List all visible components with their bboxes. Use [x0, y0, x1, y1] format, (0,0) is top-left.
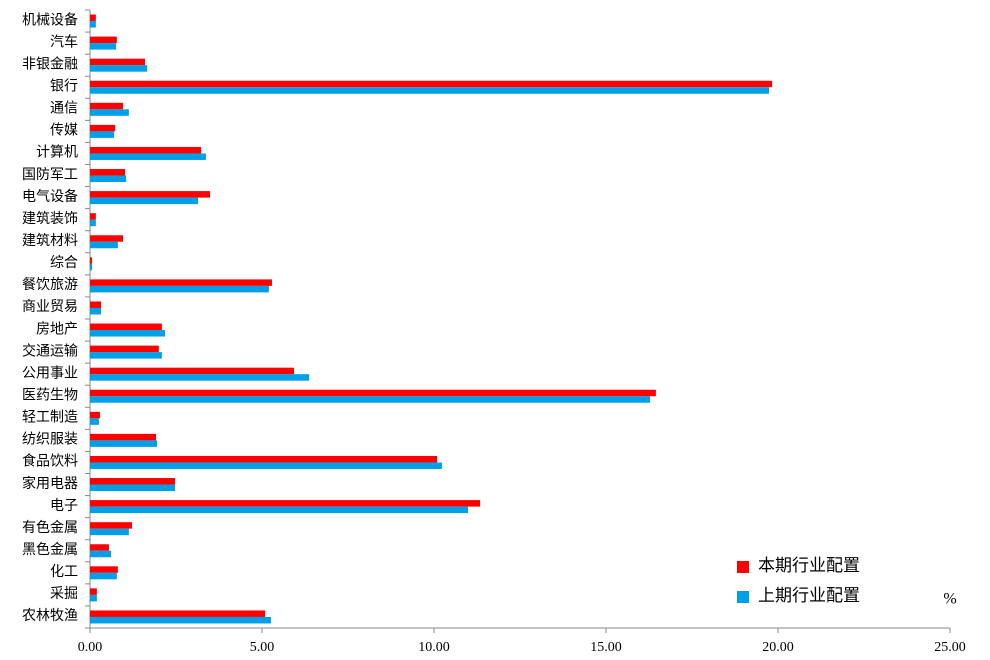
y-tick-label: 农林牧渔	[22, 608, 78, 624]
bar	[90, 323, 162, 331]
bar	[90, 14, 96, 22]
bar	[90, 175, 127, 183]
bar	[90, 566, 118, 573]
y-tick-label: 房地产	[36, 321, 78, 337]
bar	[90, 440, 158, 447]
bar	[90, 462, 442, 469]
y-tick-label: 有色金属	[22, 519, 78, 536]
bar	[90, 257, 93, 264]
y-tick-label: 国防军工	[22, 167, 78, 183]
bar	[90, 109, 129, 116]
bar	[90, 87, 770, 94]
bar	[90, 43, 117, 50]
bar	[90, 433, 157, 441]
bar	[90, 58, 146, 66]
bar	[90, 588, 97, 595]
bar	[90, 389, 656, 397]
x-tick-label: 20.00	[762, 640, 794, 655]
y-tick-label: 化工	[50, 564, 78, 580]
bar	[90, 367, 294, 375]
bar	[90, 455, 438, 463]
x-unit-label: %	[943, 591, 956, 608]
x-tick-label: 0.00	[78, 640, 103, 655]
bar	[90, 522, 132, 529]
y-tick-label: 餐饮旅游	[22, 277, 78, 293]
y-tick-label: 采掘	[50, 586, 78, 602]
bar	[90, 65, 148, 72]
bar	[90, 478, 175, 485]
bar	[90, 213, 96, 220]
bar	[90, 330, 165, 337]
bar	[90, 279, 272, 286]
y-tick-label: 电气设备	[22, 188, 78, 205]
bar	[90, 374, 310, 381]
legend-swatch	[737, 561, 749, 573]
bar	[90, 219, 96, 227]
bar	[90, 484, 175, 492]
bar	[90, 418, 99, 425]
bar	[90, 610, 266, 617]
bar	[90, 500, 481, 507]
bar	[90, 616, 271, 624]
bar	[90, 146, 202, 154]
y-tick-label: 商业贸易	[22, 299, 78, 315]
bar	[90, 191, 211, 198]
bar	[90, 396, 651, 403]
y-tick-label: 轻工制造	[22, 410, 78, 426]
bar	[90, 285, 269, 293]
bar	[90, 528, 129, 536]
bar	[90, 102, 124, 110]
bar	[90, 197, 199, 205]
y-tick-label: 交通运输	[22, 342, 78, 359]
bar	[90, 36, 117, 44]
bar	[90, 411, 100, 419]
bar	[90, 572, 117, 580]
y-tick-label: 电子	[50, 498, 78, 514]
bar	[90, 550, 111, 558]
bar	[90, 594, 97, 602]
y-tick-label: 通信	[50, 101, 78, 117]
y-tick-label: 银行	[50, 78, 78, 94]
y-tick-label: 纺织服装	[22, 432, 78, 448]
bar	[90, 153, 206, 160]
bar	[90, 301, 102, 308]
bar	[90, 124, 116, 132]
y-tick-label: 非银金融	[22, 56, 78, 72]
x-tick-label: 25.00	[934, 640, 966, 655]
legend-swatch	[737, 591, 749, 603]
y-tick-label: 家用电器	[22, 475, 78, 492]
y-tick-label: 建筑装饰	[22, 211, 78, 227]
y-tick-label: 机械设备	[22, 11, 78, 28]
bar	[90, 131, 115, 138]
y-tick-label: 汽车	[50, 33, 78, 50]
bar	[90, 544, 109, 551]
bar	[90, 80, 773, 88]
bar	[90, 352, 162, 359]
legend-label: 上期行业配置	[758, 586, 860, 605]
bar	[90, 235, 124, 242]
bar	[90, 307, 102, 315]
y-tick-label: 公用事业	[22, 365, 78, 381]
y-tick-label: 医药生物	[22, 387, 78, 403]
bar	[90, 169, 126, 176]
bar	[90, 345, 159, 353]
x-tick-label: 15.00	[590, 640, 622, 655]
legend-label: 本期行业配置	[758, 556, 860, 575]
bar	[90, 241, 118, 249]
bar	[90, 21, 96, 28]
bar	[90, 263, 93, 271]
y-tick-label: 传媒	[50, 123, 78, 139]
y-tick-label: 建筑材料	[22, 233, 78, 249]
y-tick-label: 黑色金属	[22, 541, 78, 558]
y-tick-label: 计算机	[36, 145, 78, 161]
x-tick-label: 5.00	[250, 640, 275, 655]
y-tick-label: 食品饮料	[22, 453, 78, 470]
x-tick-label: 10.00	[418, 640, 450, 655]
bar	[90, 506, 469, 514]
y-tick-label: 综合	[50, 255, 78, 271]
